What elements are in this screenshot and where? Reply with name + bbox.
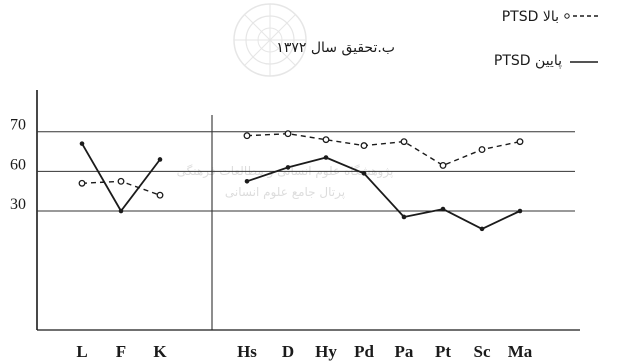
point-low-pd bbox=[361, 171, 367, 176]
x-tick-label-pd: Pd bbox=[354, 342, 374, 361]
legend-marker-high bbox=[564, 13, 570, 19]
legend-label-low: PTSD پایین bbox=[494, 53, 562, 69]
point-high-ma bbox=[516, 138, 524, 146]
x-tick-label-ma: Ma bbox=[508, 342, 533, 361]
y-tick-label: 30 bbox=[10, 196, 26, 213]
chart-subtitle: ب.تحقیق سال ۱۳۷۲ bbox=[276, 40, 395, 56]
x-tick-label-pa: Pa bbox=[395, 342, 414, 361]
point-low-sc bbox=[479, 226, 485, 232]
point-high-sc bbox=[478, 146, 486, 154]
x-tick-labels: L F K Hs D Hy Pd Pa Pt Sc Ma bbox=[76, 342, 532, 361]
x-tick-label-sc: Sc bbox=[474, 342, 491, 361]
x-tick-label-f: F bbox=[116, 342, 126, 361]
watermark-line-2: پرتال جامع علوم انسانی bbox=[225, 185, 345, 200]
x-tick-label-hy: Hy bbox=[315, 342, 337, 361]
point-high-k bbox=[156, 191, 164, 199]
legend-item-high: PTSD بالا bbox=[502, 9, 598, 25]
x-tick-label-d: D bbox=[282, 342, 294, 361]
point-low-pa bbox=[401, 214, 407, 220]
y-tick-labels: 70 60 30 bbox=[10, 117, 26, 213]
gridlines bbox=[37, 131, 575, 212]
x-tick-label-l: L bbox=[76, 342, 87, 361]
series-line-high-group-2 bbox=[246, 133, 521, 167]
series-line-low-group-2 bbox=[246, 156, 521, 230]
institution-logo-watermark bbox=[233, 3, 307, 77]
point-low-d bbox=[285, 165, 291, 170]
point-low-pt bbox=[440, 206, 446, 212]
point-high-pd bbox=[360, 142, 368, 150]
legend: PTSD بالا PTSD پایین bbox=[494, 9, 598, 69]
point-low-f bbox=[118, 208, 124, 214]
x-tick-label-k: K bbox=[153, 342, 167, 361]
point-high-f bbox=[117, 177, 125, 185]
point-high-pa bbox=[400, 138, 408, 146]
legend-item-low: PTSD پایین bbox=[494, 53, 598, 69]
point-high-hy bbox=[322, 136, 330, 144]
series-line-low-group-1 bbox=[81, 143, 161, 212]
point-high-l bbox=[78, 179, 86, 187]
point-high-hs bbox=[243, 132, 251, 140]
y-tick-label: 70 bbox=[10, 117, 26, 134]
axes bbox=[36, 90, 580, 331]
point-low-hs bbox=[244, 178, 250, 184]
point-low-hy bbox=[323, 155, 329, 160]
x-tick-label-hs: Hs bbox=[237, 342, 257, 361]
y-tick-label: 60 bbox=[10, 156, 26, 173]
point-low-ma bbox=[517, 208, 523, 214]
series bbox=[78, 130, 524, 232]
point-high-pt bbox=[439, 161, 447, 169]
point-low-l bbox=[79, 141, 85, 146]
legend-label-high: PTSD بالا bbox=[502, 9, 559, 25]
institution-name-watermark: پژوهشگاه علوم انسانی و مطالعات فرهنگی پر… bbox=[177, 164, 394, 200]
point-low-k bbox=[157, 157, 163, 162]
x-tick-label-pt: Pt bbox=[435, 342, 451, 361]
point-high-d bbox=[284, 130, 292, 138]
